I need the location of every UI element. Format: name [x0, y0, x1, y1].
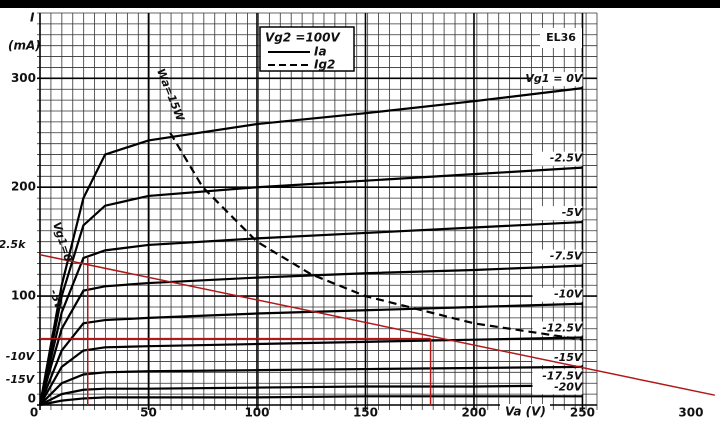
y-label: I — [30, 11, 35, 25]
curve — [38, 166, 583, 406]
annotation: 2.5k — [0, 238, 26, 251]
series-label: -10V — [554, 288, 584, 301]
series-label: -2.5V — [550, 152, 584, 165]
series-label: -17.5V — [542, 369, 584, 382]
x-tick-label: 300 — [678, 406, 703, 420]
curve — [38, 264, 583, 406]
curve — [38, 87, 583, 406]
legend-box — [259, 26, 355, 72]
label-bg — [532, 72, 583, 87]
x-tick-label: 150 — [353, 406, 378, 420]
x-label-bg — [500, 404, 550, 420]
series-label: -12.5V — [542, 321, 584, 334]
legend-title: Vg2 =100V — [265, 31, 342, 45]
series-label: -20V — [554, 380, 584, 393]
top-bar — [0, 0, 720, 8]
annotation: -15V — [6, 373, 36, 386]
label-bg — [532, 369, 583, 384]
x-tick-label: 100 — [244, 406, 269, 420]
plot: 0 50 100 150 200 250 300 0 100 200 300 Vg1 = 0V -2.5… — [0, 67, 715, 420]
curve — [39, 395, 583, 407]
curve — [39, 365, 583, 406]
curve — [38, 302, 583, 406]
x-tick-label: 200 — [461, 406, 486, 420]
curve — [39, 336, 583, 406]
label-bg — [532, 287, 583, 302]
label-bg — [532, 151, 583, 166]
y-tick-label: 0 — [28, 392, 36, 406]
series-label: -15V — [554, 351, 584, 364]
label-bg — [532, 350, 583, 365]
x-label: Va (V) — [505, 405, 546, 419]
y-unit: (mA) — [8, 39, 41, 53]
y-tick-label: 300 — [11, 71, 36, 85]
x-tick-label: 0 — [30, 406, 38, 420]
chart-title: EL36 — [546, 31, 576, 44]
curve — [39, 253, 715, 396]
curve — [38, 220, 583, 406]
series-label: Vg1 = 0V — [525, 72, 584, 85]
series-label: -5V — [562, 206, 584, 219]
x-tick-label: 50 — [140, 406, 157, 420]
curve — [39, 384, 583, 406]
annotation: -10V — [6, 350, 36, 363]
label-bg — [532, 321, 583, 336]
x-tick-label: 250 — [570, 406, 595, 420]
grid — [37, 12, 598, 410]
y-tick-label: 200 — [11, 180, 36, 194]
y-tick-label: 100 — [11, 289, 36, 303]
legend-label: Ia — [314, 45, 327, 59]
label-bg — [532, 249, 583, 264]
label-bg — [532, 206, 583, 221]
series-label: -7.5V — [550, 250, 584, 263]
legend-label: Ig2 — [314, 58, 335, 72]
title-box — [540, 28, 582, 48]
label-bg — [532, 380, 583, 395]
